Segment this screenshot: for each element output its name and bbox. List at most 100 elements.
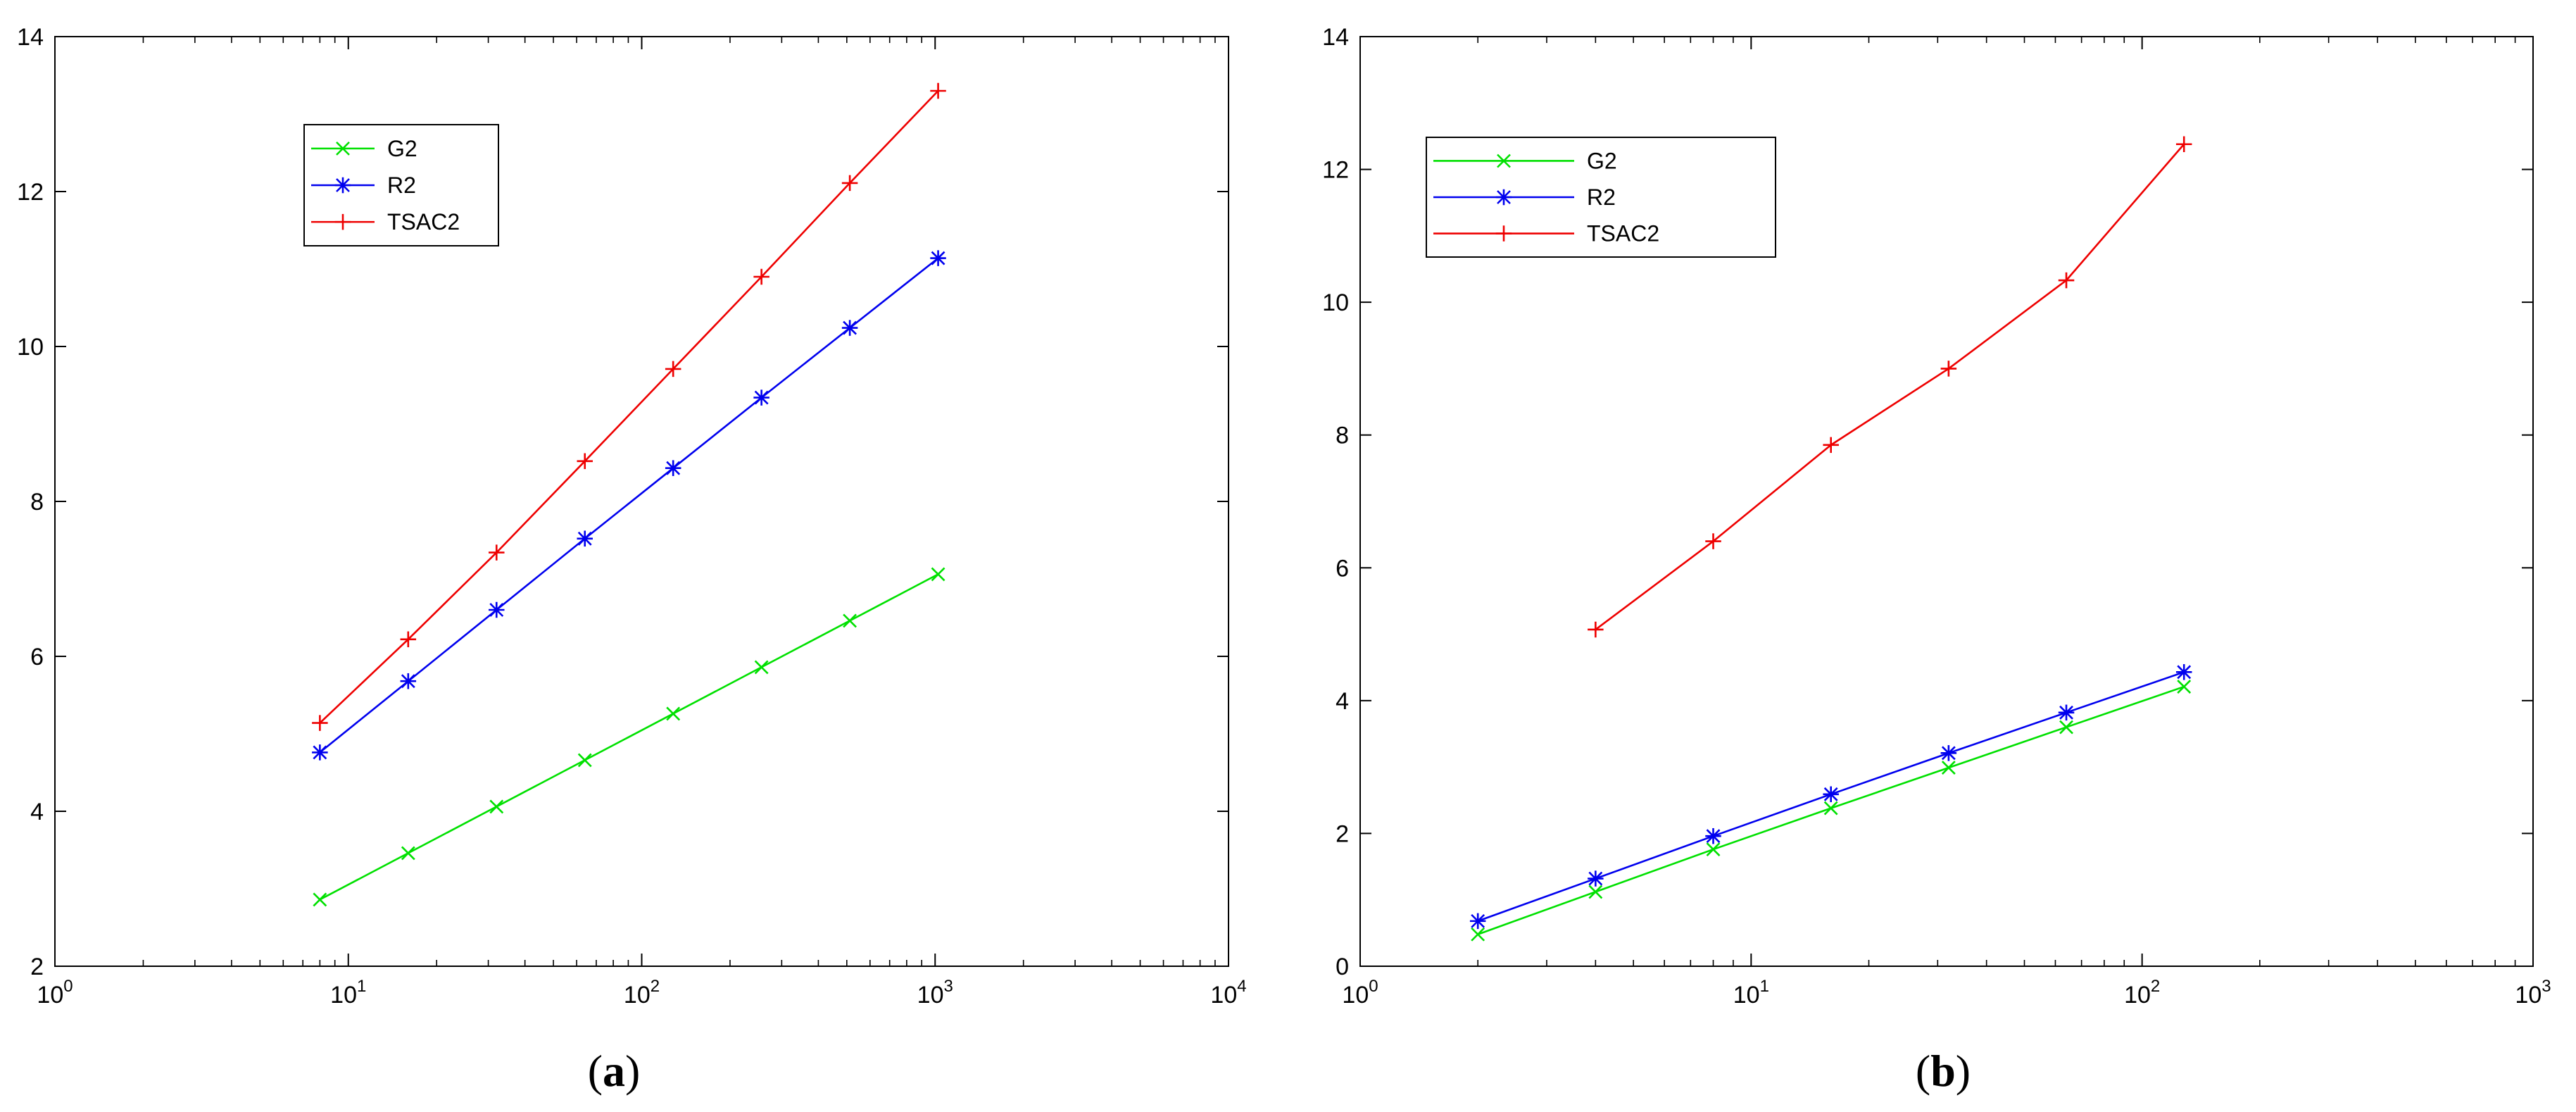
legend-label: R2 bbox=[387, 173, 416, 198]
data-point-g2 bbox=[401, 846, 415, 861]
legend-marker bbox=[336, 141, 350, 156]
data-point-r2 bbox=[665, 460, 681, 476]
series-g2 bbox=[313, 567, 945, 907]
series-r2 bbox=[312, 250, 946, 761]
data-point-r2 bbox=[930, 250, 946, 266]
series-line-r2 bbox=[319, 257, 939, 754]
data-point-g2 bbox=[313, 892, 327, 907]
data-point-g2 bbox=[1471, 927, 1485, 942]
plot-area-frame bbox=[54, 36, 1229, 967]
data-point-r2 bbox=[400, 673, 417, 689]
series-g2 bbox=[1471, 680, 2192, 942]
data-point-g2 bbox=[843, 613, 857, 628]
data-point-g2 bbox=[666, 706, 681, 721]
legend-label: G2 bbox=[1587, 148, 1617, 173]
legend-marker bbox=[1495, 225, 1512, 242]
y-tick-label: 8 bbox=[30, 489, 44, 516]
y-tick-label: 2 bbox=[30, 954, 44, 980]
x-tick-label: 103 bbox=[2515, 977, 2551, 1008]
data-point-r2 bbox=[841, 320, 858, 336]
data-point-r2 bbox=[312, 744, 328, 761]
x-tick-label: 102 bbox=[2124, 977, 2160, 1008]
data-point-tsac2 bbox=[2175, 136, 2192, 152]
data-point-g2 bbox=[1823, 801, 1838, 816]
legend-label: R2 bbox=[1587, 185, 1616, 210]
data-point-tsac2 bbox=[665, 361, 681, 377]
data-point-g2 bbox=[1588, 885, 1603, 899]
data-point-tsac2 bbox=[841, 175, 858, 192]
x-tick-label: 100 bbox=[1342, 977, 1378, 1008]
data-point-tsac2 bbox=[312, 715, 328, 731]
legend-marker bbox=[1495, 189, 1512, 206]
y-tick-label: 0 bbox=[1336, 954, 1349, 980]
legend-label: TSAC2 bbox=[387, 209, 460, 235]
data-point-r2 bbox=[1469, 913, 1486, 930]
data-point-tsac2 bbox=[1823, 437, 1839, 454]
data-point-r2 bbox=[577, 530, 593, 547]
data-point-tsac2 bbox=[1588, 621, 1604, 638]
legend: G2 R2 TSAC2 bbox=[1426, 137, 1776, 258]
y-tick-label: 14 bbox=[17, 24, 44, 51]
data-point-r2 bbox=[1705, 827, 1721, 844]
series-r2 bbox=[1469, 664, 2192, 930]
legend-marker bbox=[334, 213, 351, 230]
y-tick-label: 6 bbox=[30, 644, 44, 670]
y-tick-label: 4 bbox=[1336, 688, 1349, 715]
y-tick-label: 2 bbox=[1336, 820, 1349, 847]
data-point-g2 bbox=[754, 660, 769, 675]
data-point-tsac2 bbox=[753, 268, 769, 285]
data-point-g2 bbox=[1941, 761, 1956, 775]
chart-panel-b: 0 2 4 6 8 10 12 14 100 101 102 103 G2 R2 TSAC2 (b) bbox=[1322, 24, 2551, 1096]
x-tick-label: 104 bbox=[1210, 977, 1246, 1008]
panel-label: (b) bbox=[1916, 1046, 1971, 1096]
legend-marker bbox=[334, 177, 351, 194]
data-point-g2 bbox=[2177, 680, 2192, 694]
series-line-g2 bbox=[319, 573, 939, 901]
data-point-r2 bbox=[1823, 786, 1839, 803]
x-tick-label: 102 bbox=[624, 977, 660, 1008]
legend: G2 R2 TSAC2 bbox=[303, 124, 499, 246]
data-point-r2 bbox=[2058, 704, 2075, 721]
series-tsac2 bbox=[1588, 136, 2192, 638]
data-point-r2 bbox=[1588, 870, 1604, 887]
data-point-g2 bbox=[1706, 842, 1721, 856]
chart-panel-a: 2 4 6 8 10 12 14 100 101 102 103 104 G2 R2 TSAC2 (a) bbox=[17, 24, 1246, 1096]
data-point-tsac2 bbox=[2058, 272, 2075, 289]
data-point-g2 bbox=[931, 567, 945, 582]
data-point-r2 bbox=[489, 601, 505, 618]
panel-label: (a) bbox=[588, 1046, 641, 1096]
x-tick-label: 103 bbox=[917, 977, 953, 1008]
legend-marker bbox=[1497, 154, 1511, 168]
x-tick-label: 100 bbox=[37, 977, 73, 1008]
y-tick-label: 12 bbox=[17, 179, 44, 206]
y-tick-label: 4 bbox=[30, 799, 44, 825]
series-line-tsac2 bbox=[319, 90, 939, 724]
x-tick-label: 101 bbox=[330, 977, 366, 1008]
y-tick-label: 10 bbox=[17, 334, 44, 361]
series-tsac2 bbox=[312, 82, 946, 731]
legend-label: TSAC2 bbox=[1587, 221, 1659, 246]
plot-area-frame bbox=[1359, 36, 2534, 967]
data-point-tsac2 bbox=[577, 453, 593, 470]
series-line-tsac2 bbox=[1595, 143, 2185, 631]
legend-label: G2 bbox=[387, 136, 417, 161]
data-point-r2 bbox=[2175, 664, 2192, 680]
y-tick-label: 8 bbox=[1336, 423, 1349, 449]
data-point-g2 bbox=[577, 753, 592, 768]
data-point-r2 bbox=[753, 389, 769, 406]
data-point-tsac2 bbox=[1705, 533, 1721, 549]
data-point-tsac2 bbox=[489, 544, 505, 561]
y-tick-label: 6 bbox=[1336, 555, 1349, 582]
series-line-g2 bbox=[1477, 685, 2185, 935]
y-tick-label: 10 bbox=[1322, 289, 1349, 316]
y-tick-label: 14 bbox=[1322, 24, 1349, 51]
data-point-g2 bbox=[2059, 720, 2073, 735]
data-point-tsac2 bbox=[400, 631, 417, 648]
data-point-tsac2 bbox=[930, 82, 946, 99]
y-tick-label: 12 bbox=[1322, 157, 1349, 184]
data-point-r2 bbox=[1940, 745, 1957, 761]
data-point-g2 bbox=[489, 799, 504, 814]
x-tick-label: 101 bbox=[1733, 977, 1769, 1008]
data-point-tsac2 bbox=[1940, 361, 1957, 377]
